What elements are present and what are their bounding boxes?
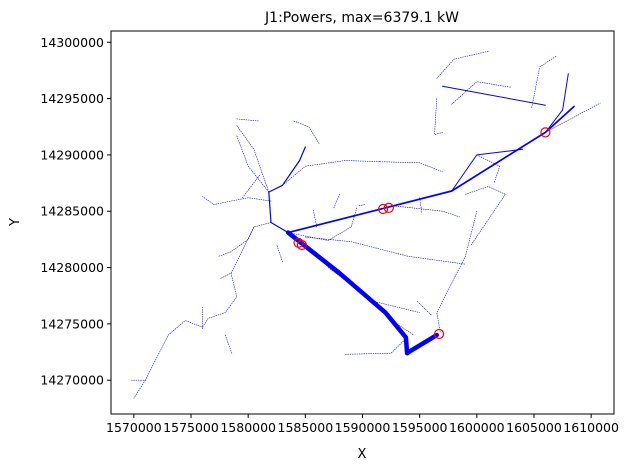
y-axis: 14270000 14275000 14280000 14285000 14290000… bbox=[40, 35, 111, 388]
marker-4 bbox=[540, 127, 551, 138]
series-line-4 bbox=[544, 73, 569, 133]
series-line-16 bbox=[236, 125, 270, 193]
series-line-18 bbox=[202, 196, 272, 205]
y-tick-label: 14280000 bbox=[40, 260, 104, 275]
series-line-14 bbox=[293, 120, 320, 144]
marker-layer bbox=[293, 127, 551, 340]
x-tick-label: 1595000 bbox=[392, 420, 448, 435]
series-line-34 bbox=[312, 209, 318, 228]
chart-title: J1:Powers, max=6379.1 kW bbox=[264, 10, 459, 26]
y-tick-label: 14290000 bbox=[40, 147, 104, 162]
series-line-33 bbox=[333, 194, 340, 209]
series-line-21 bbox=[219, 226, 255, 280]
series-line-41 bbox=[396, 323, 415, 336]
series-line-9 bbox=[434, 98, 443, 135]
y-axis-label: Y bbox=[8, 218, 23, 227]
x-tick-label: 1605000 bbox=[506, 420, 562, 435]
series-line-27 bbox=[293, 226, 352, 241]
series-line-15 bbox=[236, 135, 270, 193]
y-tick-label: 14275000 bbox=[40, 316, 104, 331]
series-line-35 bbox=[436, 210, 478, 333]
series-line-22 bbox=[131, 272, 238, 381]
series-line-36 bbox=[470, 194, 506, 246]
marker-5 bbox=[434, 328, 445, 340]
marker-2 bbox=[378, 203, 389, 215]
series-line-28 bbox=[304, 236, 466, 265]
marker-3 bbox=[383, 202, 394, 213]
series-line-38 bbox=[327, 267, 421, 313]
series-line-10 bbox=[531, 55, 558, 108]
x-tick-label: 1610000 bbox=[563, 420, 619, 435]
series-line-2 bbox=[268, 146, 306, 234]
series-line-19 bbox=[242, 174, 260, 198]
series-line-7 bbox=[436, 50, 489, 79]
x-axis: 1570000 1575000 1580000 1585000 1590000 15950… bbox=[106, 414, 619, 435]
series-line-23 bbox=[133, 379, 146, 399]
y-tick-label: 14295000 bbox=[40, 91, 104, 106]
y-tick-label: 14300000 bbox=[40, 35, 104, 50]
series-line-39 bbox=[345, 340, 405, 355]
x-axis-label: X bbox=[358, 447, 367, 462]
series-line-13 bbox=[282, 160, 380, 186]
series-line-30 bbox=[419, 197, 423, 214]
x-tick-label: 1580000 bbox=[220, 420, 276, 435]
series-line-5 bbox=[442, 85, 546, 106]
series-line-26 bbox=[276, 244, 283, 263]
series-line-40 bbox=[417, 301, 432, 316]
series-line-11 bbox=[476, 154, 501, 184]
series-line-37 bbox=[465, 186, 506, 195]
series-line-6 bbox=[545, 102, 601, 133]
x-tick-label: 1575000 bbox=[163, 420, 219, 435]
series-line-32 bbox=[350, 207, 358, 228]
series-line-25 bbox=[225, 334, 233, 355]
series-line-31 bbox=[358, 204, 367, 206]
series-line-17 bbox=[236, 118, 260, 122]
series-line-29 bbox=[390, 205, 461, 218]
series-line-20 bbox=[218, 222, 272, 257]
series-line-1 bbox=[287, 105, 575, 234]
x-tick-label: 1585000 bbox=[278, 420, 334, 435]
marker-1 bbox=[296, 239, 307, 251]
series-line-12 bbox=[379, 161, 443, 173]
series-line-8 bbox=[451, 81, 512, 105]
y-tick-label: 14270000 bbox=[40, 373, 104, 388]
x-tick-label: 1590000 bbox=[335, 420, 391, 435]
x-tick-label: 1600000 bbox=[449, 420, 505, 435]
y-tick-label: 14285000 bbox=[40, 204, 104, 219]
x-tick-label: 1570000 bbox=[106, 420, 162, 435]
